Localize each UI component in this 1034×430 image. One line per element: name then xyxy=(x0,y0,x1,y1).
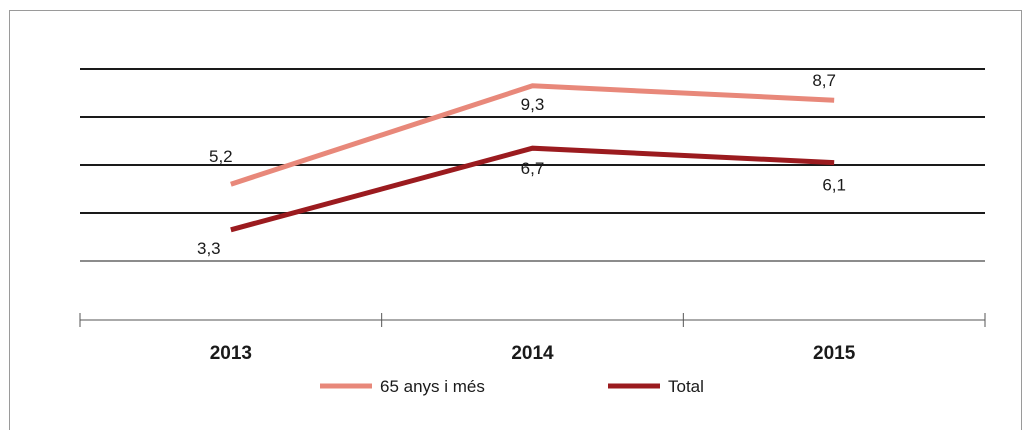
series-line-over-65 xyxy=(230,83,835,187)
series-line-total xyxy=(230,145,835,233)
legend-label-over-65: 65 anys i més xyxy=(380,377,485,396)
data-label-total-2015: 6,1 xyxy=(822,176,846,195)
x-tick-label-2013: 2013 xyxy=(210,343,252,364)
data-label-total-2013: 3,3 xyxy=(197,239,221,258)
data-label-over-65-2013: 5,2 xyxy=(209,147,233,166)
line-chart: 2013 2014 2015 5,2 9,3 8,7 3,3 6,7 6,1 65 anys … xyxy=(79,68,986,396)
data-label-over-65-2014: 9,3 xyxy=(521,95,545,114)
x-tick-label-2014: 2014 xyxy=(511,343,554,364)
x-axis: 2013 2014 2015 xyxy=(79,313,986,364)
legend: 65 anys i més Total xyxy=(320,377,704,396)
grid-lines xyxy=(80,68,985,262)
data-label-total-2014: 6,7 xyxy=(521,159,545,178)
x-tick-label-2015: 2015 xyxy=(813,343,856,364)
data-label-over-65-2015: 8,7 xyxy=(812,71,836,90)
series-group xyxy=(230,83,835,233)
chart-frame xyxy=(9,10,1022,430)
value-labels: 5,2 9,3 8,7 3,3 6,7 6,1 xyxy=(197,71,846,258)
legend-label-total: Total xyxy=(668,377,704,396)
